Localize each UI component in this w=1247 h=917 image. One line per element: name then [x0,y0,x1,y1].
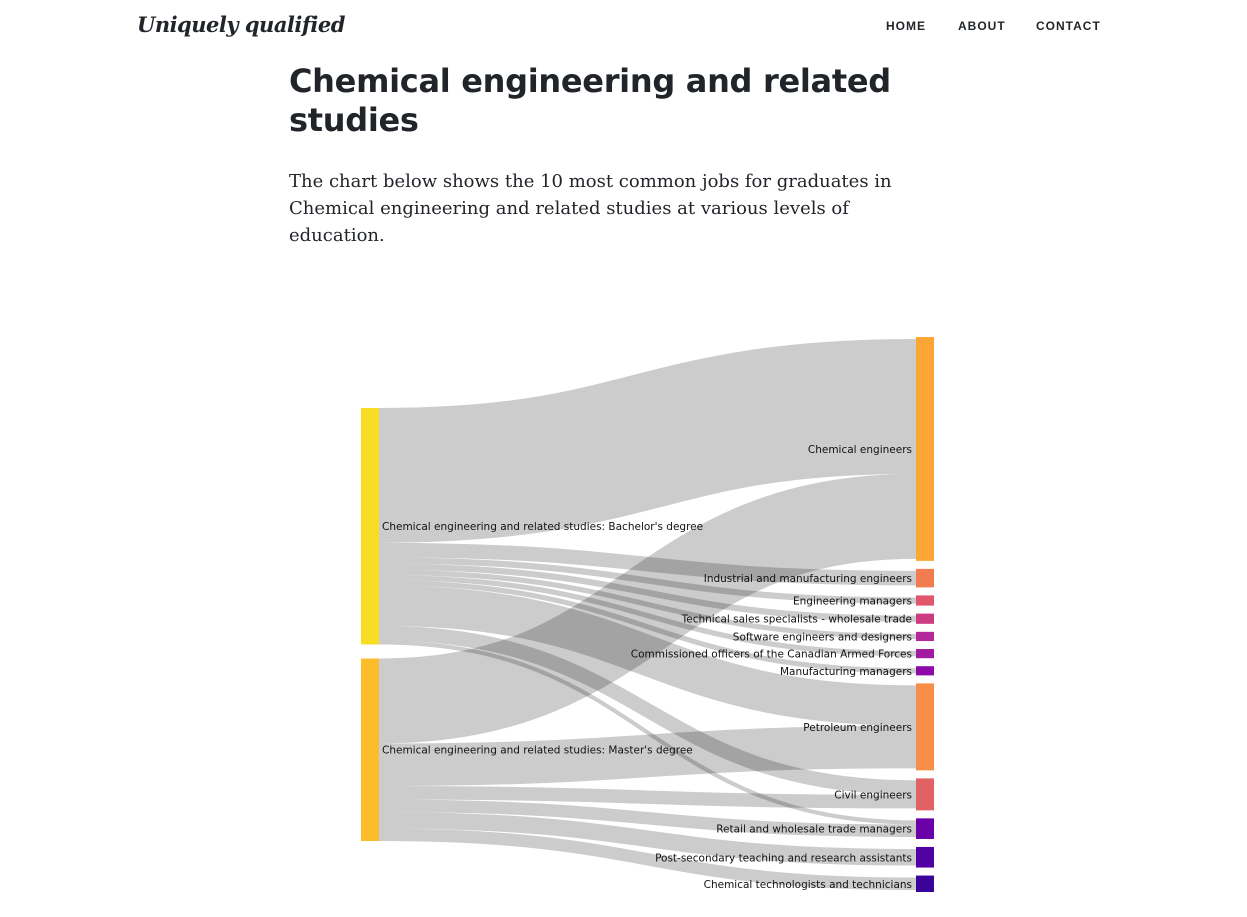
sankey-link[interactable] [378,625,917,795]
intro-paragraph: The chart below shows the 10 most common… [289,171,892,246]
sankey-target-label: Industrial and manufacturing engineers [704,573,912,585]
sankey-target-node[interactable] [916,778,934,811]
sankey-target-node[interactable] [916,875,934,892]
sankey-links [378,338,917,890]
sankey-target-label: Technical sales specialists - wholesale … [681,614,912,626]
sankey-target-node[interactable] [916,818,934,839]
sankey-target-node[interactable] [916,337,934,561]
nav-about-link[interactable]: ABOUT [958,19,1006,33]
sankey-source-label: Chemical engineering and related studies… [382,745,693,757]
sankey-source-label: Chemical engineering and related studies… [382,521,703,533]
brand-logo[interactable]: Uniquely qualified [137,12,345,37]
sankey-target-node[interactable] [916,613,934,624]
sankey-target-node[interactable] [916,649,934,659]
sankey-link[interactable] [378,725,917,787]
sankey-link[interactable] [378,811,917,866]
sankey-link[interactable] [378,799,917,837]
sankey-link[interactable] [378,338,917,543]
sankey-target-label: Civil engineers [834,789,912,801]
sankey-source-node[interactable] [361,408,379,645]
sankey-target-node[interactable] [916,631,934,642]
sankey-labels: Chemical engineering and related studies… [382,444,912,891]
sankey-target-node[interactable] [916,846,934,868]
nav-contact-link[interactable]: CONTACT [1036,19,1101,33]
sankey-target-label: Post-secondary teaching and research ass… [655,852,912,864]
sankey-target-label: Petroleum engineers [803,722,912,734]
sankey-target-label: Software engineers and designers [733,631,912,643]
sankey-target-label: Engineering managers [793,596,912,608]
sankey-target-label: Manufacturing managers [780,666,912,678]
main-nav: HOME ABOUT CONTACT [0,19,1247,39]
sankey-target-node[interactable] [916,595,934,606]
sankey-target-label: Chemical technologists and technicians [704,879,912,891]
sankey-nodes [361,337,934,892]
sankey-target-label: Retail and wholesale trade managers [716,824,912,836]
sankey-target-node[interactable] [916,683,934,771]
nav-home-link[interactable]: HOME [886,19,926,33]
sankey-target-label: Commissioned officers of the Canadian Ar… [631,649,912,661]
page-title: Chemical engineering and related studies [289,62,891,139]
sankey-link[interactable] [378,473,917,744]
sankey-link[interactable] [378,828,917,890]
sankey-target-node[interactable] [916,568,934,588]
sankey-source-node[interactable] [361,658,379,841]
sankey-target-label: Chemical engineers [808,444,912,456]
sankey-target-node[interactable] [916,666,934,676]
sankey-link[interactable] [378,786,917,809]
